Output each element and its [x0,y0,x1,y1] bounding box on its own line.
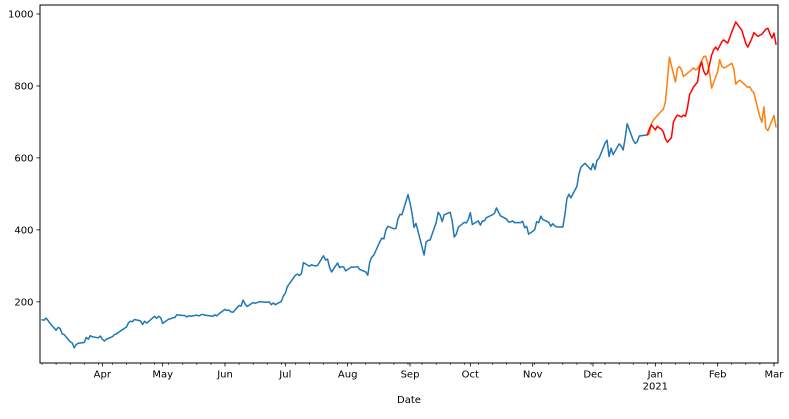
y-tick-label: 1000 [8,9,33,20]
y-tick-label: 400 [14,225,33,236]
x-tick-label: Sep [401,370,420,381]
x-tick-label: Jan [647,370,663,381]
y-axis-ticks: 200 400 600 800 1000 [8,9,40,308]
line-predicted [646,21,777,143]
x-tick-label: Dec [583,370,602,381]
x-tick-label: Nov [523,370,543,381]
y-tick-label: 600 [14,153,33,164]
x-tick-label: Aug [338,370,358,381]
line-historical [41,122,649,349]
x-tick-year-label: 2021 [643,382,668,393]
x-tick-label: Mar [765,370,785,381]
x-tick-label: May [152,370,173,381]
series-lines [41,21,777,349]
y-tick-label: 800 [14,81,33,92]
plot-border [39,4,779,364]
x-tick-label: Feb [709,370,727,381]
x-tick-label: Apr [94,370,112,381]
y-tick-label: 200 [14,297,33,308]
x-tick-label: Oct [462,370,479,381]
x-tick-label: Jul [278,370,291,381]
line-actual [646,55,777,136]
x-axis-label: Date [397,395,421,406]
x-tick-label: Jun [216,370,233,381]
